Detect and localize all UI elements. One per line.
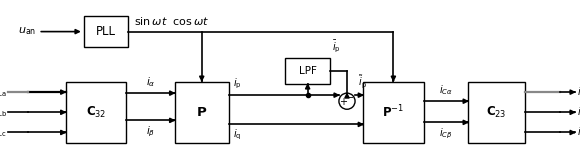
Text: $i_{\beta}$: $i_{\beta}$ — [146, 124, 155, 139]
Text: $i_{\mathrm{p}}$: $i_{\mathrm{p}}$ — [233, 77, 242, 91]
Text: +: + — [339, 97, 347, 107]
Text: PLL: PLL — [96, 25, 116, 38]
Text: $u_{\mathrm{an}}$: $u_{\mathrm{an}}$ — [18, 26, 37, 37]
Text: $i_{\mathrm{La}}$: $i_{\mathrm{La}}$ — [0, 85, 7, 99]
Text: $i_{\mathrm{Cc}}$: $i_{\mathrm{Cc}}$ — [577, 126, 580, 139]
Text: $\tilde{i}_{\mathrm{p}}$: $\tilde{i}_{\mathrm{p}}$ — [358, 74, 367, 91]
Text: $-$: $-$ — [345, 91, 354, 101]
Text: $i_{\mathrm{Lc}}$: $i_{\mathrm{Lc}}$ — [0, 126, 7, 139]
Text: $\sin\omega t\ \ \cos\omega t$: $\sin\omega t\ \ \cos\omega t$ — [134, 15, 209, 27]
Text: $i_{\mathrm{q}}$: $i_{\mathrm{q}}$ — [233, 127, 241, 142]
Bar — [363, 82, 423, 143]
Text: $i_{\mathrm{Ca}}$: $i_{\mathrm{Ca}}$ — [577, 85, 580, 99]
Text: $i_{\mathrm{Cb}}$: $i_{\mathrm{Cb}}$ — [577, 105, 580, 119]
Text: $\mathbf{P}^{-1}$: $\mathbf{P}^{-1}$ — [382, 104, 404, 121]
Text: $i_{\alpha}$: $i_{\alpha}$ — [146, 75, 155, 89]
Bar — [66, 82, 126, 143]
Bar — [84, 17, 128, 47]
Bar — [468, 82, 524, 143]
Text: $i_{C\alpha}$: $i_{C\alpha}$ — [439, 83, 453, 97]
Text: $\mathbf{P}$: $\mathbf{P}$ — [196, 106, 208, 119]
Bar — [285, 58, 330, 84]
Text: $\mathbf{C}_{23}$: $\mathbf{C}_{23}$ — [486, 105, 506, 120]
Text: $\bar{i}_{\mathrm{p}}$: $\bar{i}_{\mathrm{p}}$ — [332, 38, 340, 55]
Bar — [175, 82, 229, 143]
Text: LPF: LPF — [299, 66, 317, 76]
Text: $i_{C\beta}$: $i_{C\beta}$ — [439, 126, 452, 141]
Text: $i_{\mathrm{Lb}}$: $i_{\mathrm{Lb}}$ — [0, 105, 7, 119]
Text: $\mathbf{C}_{32}$: $\mathbf{C}_{32}$ — [86, 105, 106, 120]
